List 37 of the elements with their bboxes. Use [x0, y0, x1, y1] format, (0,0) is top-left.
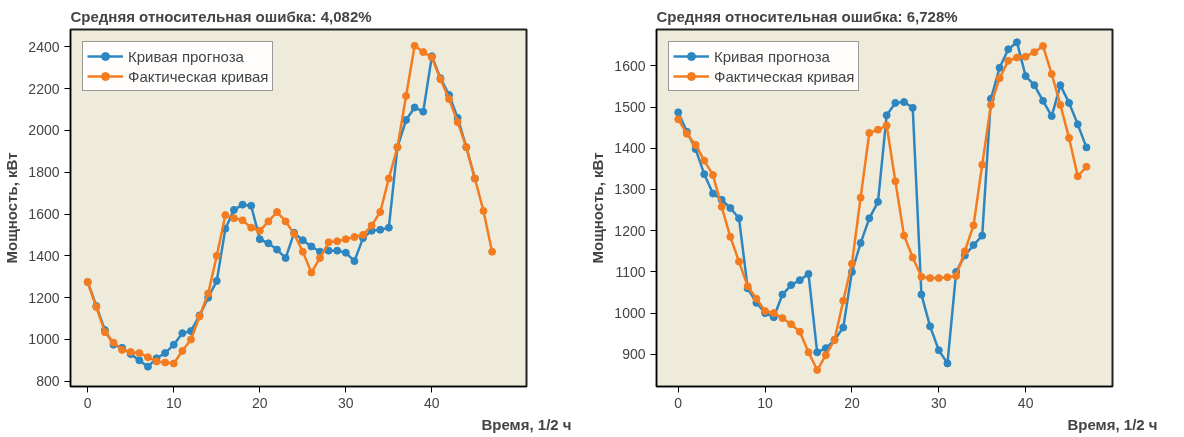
y-axis-title: Мощность, кВт: [589, 152, 607, 264]
y-tick-label: 2000: [28, 122, 60, 139]
x-tick-label: 40: [1017, 394, 1034, 411]
legend-label: Фактическая кривая: [128, 67, 269, 85]
x-tick-label: 20: [844, 394, 860, 411]
x-tick-label: 40: [424, 394, 440, 411]
y-tick-label: 1000: [614, 305, 646, 322]
y-tick-label: 900: [622, 346, 646, 363]
y-tick-label: 1800: [28, 164, 60, 181]
legend-label: Кривая прогноза: [128, 47, 244, 65]
legend-label: Фактическая кривая: [714, 67, 855, 85]
x-tick-label: 10: [757, 394, 774, 411]
y-tick-label: 1100: [615, 263, 646, 280]
legend-label: Кривая прогноза: [714, 47, 830, 65]
y-tick-label: 1200: [28, 289, 60, 306]
y-tick-label: 1200: [614, 222, 646, 239]
x-tick-label: 30: [931, 394, 947, 411]
x-axis-title: Время, 1/2 ч: [481, 415, 572, 433]
chart-title: Средняя относительная ошибка: 6,728%: [656, 7, 958, 25]
y-tick-label: 2200: [28, 80, 60, 97]
y-tick-label: 1300: [614, 181, 646, 198]
x-tick-label: 0: [674, 394, 683, 411]
x-tick-label: 0: [83, 394, 92, 411]
y-tick-label: 800: [36, 373, 60, 390]
x-axis-title: Время, 1/2 ч: [1067, 415, 1158, 433]
x-tick-label: 10: [165, 394, 182, 411]
y-axis-title: Мощность, кВт: [3, 152, 21, 264]
y-tick-label: 1400: [614, 140, 646, 157]
y-tick-label: 2400: [28, 38, 60, 55]
y-tick-label: 1600: [614, 57, 646, 74]
chart-title: Средняя относительная ошибка: 4,082%: [70, 7, 372, 25]
x-tick-label: 20: [252, 394, 268, 411]
y-tick-label: 1400: [28, 247, 60, 264]
y-tick-label: 1600: [28, 206, 60, 223]
y-tick-label: 1000: [28, 331, 60, 348]
y-tick-label: 1500: [614, 99, 646, 115]
x-tick-label: 30: [338, 394, 354, 411]
